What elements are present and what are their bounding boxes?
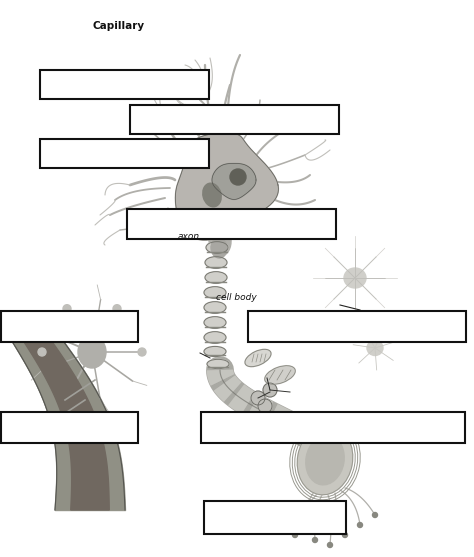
Text: Capillary: Capillary: [92, 21, 145, 31]
Circle shape: [343, 532, 347, 538]
Ellipse shape: [78, 336, 106, 368]
Text: cell body: cell body: [216, 294, 256, 302]
Ellipse shape: [206, 242, 228, 253]
Circle shape: [230, 169, 246, 185]
Circle shape: [277, 527, 283, 532]
FancyBboxPatch shape: [1, 311, 138, 342]
FancyBboxPatch shape: [40, 70, 209, 99]
FancyBboxPatch shape: [127, 209, 336, 239]
Ellipse shape: [203, 183, 221, 207]
Ellipse shape: [344, 268, 366, 288]
Ellipse shape: [306, 435, 344, 485]
Polygon shape: [175, 133, 278, 240]
Circle shape: [113, 305, 121, 312]
Ellipse shape: [264, 366, 295, 384]
Ellipse shape: [209, 224, 231, 256]
Circle shape: [258, 399, 272, 413]
FancyBboxPatch shape: [201, 412, 465, 443]
Circle shape: [373, 512, 377, 517]
Circle shape: [263, 383, 277, 397]
Ellipse shape: [204, 331, 226, 343]
Ellipse shape: [5, 320, 55, 340]
Circle shape: [328, 543, 332, 548]
Ellipse shape: [16, 325, 44, 335]
FancyBboxPatch shape: [40, 139, 209, 168]
FancyBboxPatch shape: [1, 412, 138, 443]
Ellipse shape: [207, 227, 229, 238]
Polygon shape: [5, 330, 125, 510]
Ellipse shape: [205, 257, 227, 268]
Ellipse shape: [204, 346, 226, 356]
Text: axon: axon: [178, 232, 200, 241]
Circle shape: [63, 305, 71, 312]
Polygon shape: [16, 330, 109, 510]
FancyBboxPatch shape: [130, 105, 339, 134]
Ellipse shape: [204, 316, 226, 328]
Polygon shape: [212, 163, 256, 199]
Circle shape: [38, 348, 46, 356]
Ellipse shape: [204, 287, 226, 299]
Ellipse shape: [367, 340, 383, 355]
FancyBboxPatch shape: [204, 501, 346, 534]
Circle shape: [292, 532, 298, 538]
Ellipse shape: [297, 425, 353, 495]
Ellipse shape: [207, 359, 229, 369]
Circle shape: [357, 522, 363, 527]
Circle shape: [251, 391, 265, 405]
FancyBboxPatch shape: [248, 311, 466, 342]
Ellipse shape: [245, 349, 271, 367]
Ellipse shape: [204, 302, 226, 314]
Ellipse shape: [205, 272, 227, 284]
Circle shape: [312, 538, 318, 543]
Ellipse shape: [211, 238, 227, 258]
Circle shape: [138, 348, 146, 356]
